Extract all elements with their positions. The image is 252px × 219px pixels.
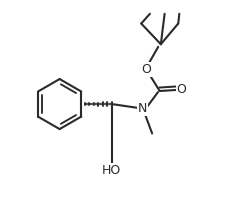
Text: N: N <box>138 102 147 115</box>
Text: HO: HO <box>102 164 121 177</box>
Text: O: O <box>177 83 186 96</box>
Text: O: O <box>142 63 152 76</box>
